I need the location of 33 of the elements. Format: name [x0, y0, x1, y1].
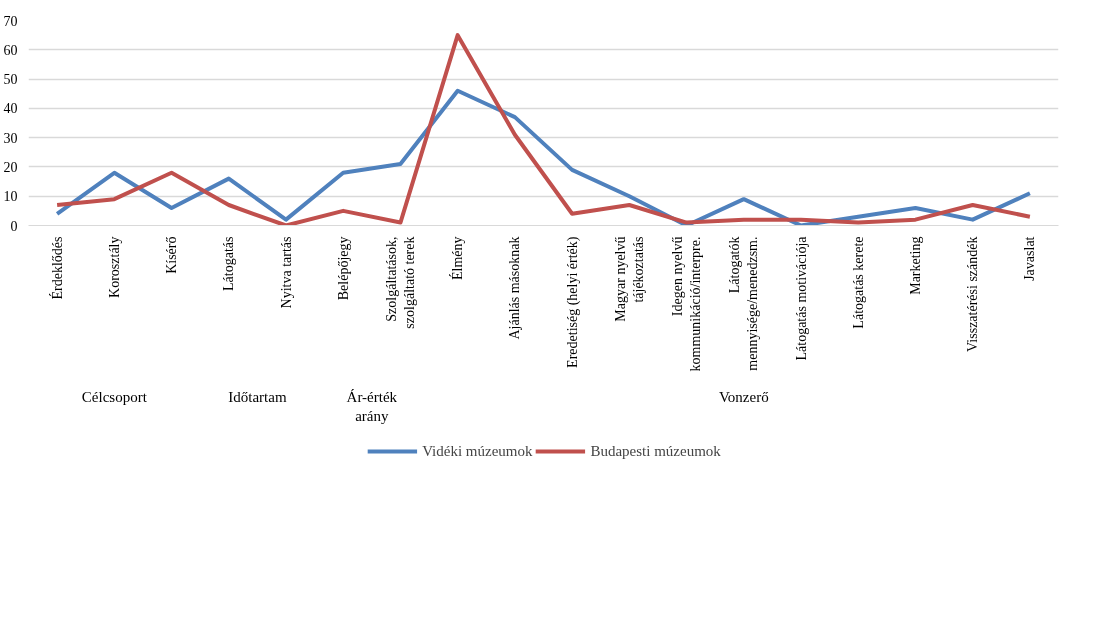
text: Időtartam: [228, 388, 287, 405]
x-tick-label: Javaslat: [1022, 236, 1038, 281]
y-tick-label: 50: [3, 72, 18, 88]
x-tick-label: Szolgáltatások, szolgáltató terek: [383, 236, 417, 329]
x-tick-label: Eredetiség (helyi érték): [564, 236, 581, 368]
x-tick-label: Marketing: [907, 236, 923, 295]
y-tick-label: 10: [3, 189, 18, 205]
legend-label: Vidéki múzeumok: [422, 442, 533, 460]
line-series: [55, 33, 1032, 226]
x-tick-label: Kísérő: [164, 236, 180, 274]
y-tick-label: 60: [3, 42, 18, 58]
x-tick-label: Látogatás: [221, 236, 237, 291]
x-tick-label: Korosztály: [106, 236, 122, 298]
x-tick-label: Látogatás kerete: [850, 236, 866, 329]
x-tick-label: Visszatérési szándék: [965, 236, 981, 352]
x-tick-label: Ajánlás másoknak: [507, 236, 523, 340]
x-tick-label: Idegen nyelvű kommunikáció/interpre.: [670, 236, 704, 372]
x-tick-label: Élmény: [449, 236, 466, 281]
x-tick-label: Belépőjegy: [335, 236, 351, 301]
y-tick-label: 70: [3, 13, 18, 29]
text: Vonzerő: [718, 388, 769, 405]
x-tick-label: Magyar nyelvű tájékoztatás: [612, 236, 646, 322]
x-tick-label: Nyitva tartás: [278, 236, 294, 309]
y-tick-label: 0: [10, 218, 18, 234]
legend-label: Budapesti múzeumok: [590, 442, 721, 460]
text: Ár-érték arány: [346, 388, 398, 424]
y-tick-label: 20: [3, 159, 18, 175]
x-tick-label: Érdeklődés: [48, 236, 65, 300]
y-tick-label: 40: [3, 101, 18, 117]
x-tick-label: Látogatás motivációja: [793, 235, 809, 361]
text: Célcsoport: [81, 388, 148, 405]
y-tick-label: 30: [3, 130, 18, 146]
x-tick-label: Látogatók mennyisége/menedzsm.: [727, 236, 761, 371]
